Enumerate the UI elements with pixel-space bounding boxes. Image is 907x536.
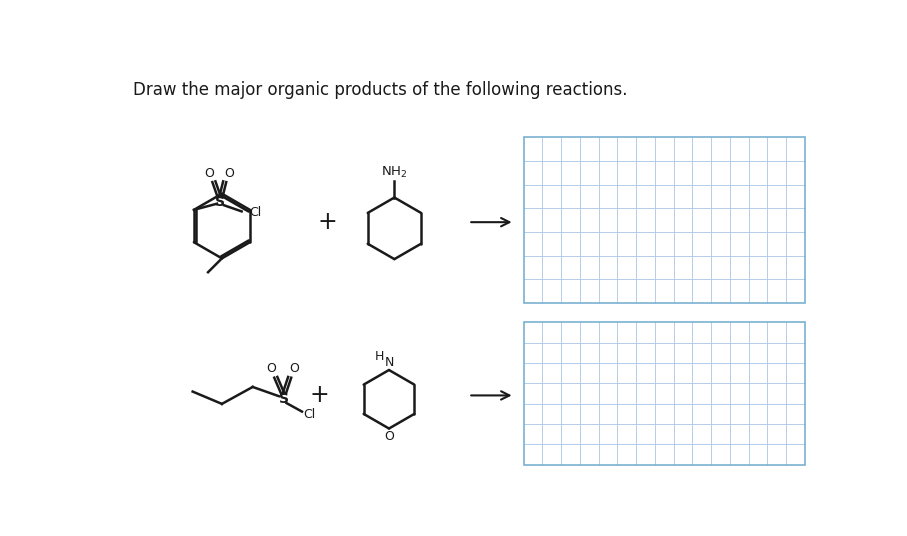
Text: Cl: Cl xyxy=(249,206,261,219)
Text: O: O xyxy=(224,167,234,180)
Bar xyxy=(523,322,805,465)
Text: O: O xyxy=(289,362,299,375)
Text: Cl: Cl xyxy=(304,408,316,421)
Text: S: S xyxy=(278,392,288,406)
Bar xyxy=(523,137,805,303)
Text: +: + xyxy=(317,210,337,234)
Text: NH$_2$: NH$_2$ xyxy=(381,165,407,181)
Text: +: + xyxy=(310,383,329,407)
Text: N: N xyxy=(385,356,394,369)
Text: O: O xyxy=(267,362,276,375)
Text: O: O xyxy=(204,167,214,180)
Text: Draw the major organic products of the following reactions.: Draw the major organic products of the f… xyxy=(132,81,627,99)
Text: H: H xyxy=(375,349,385,363)
Text: O: O xyxy=(384,430,394,443)
Text: S: S xyxy=(215,195,225,209)
